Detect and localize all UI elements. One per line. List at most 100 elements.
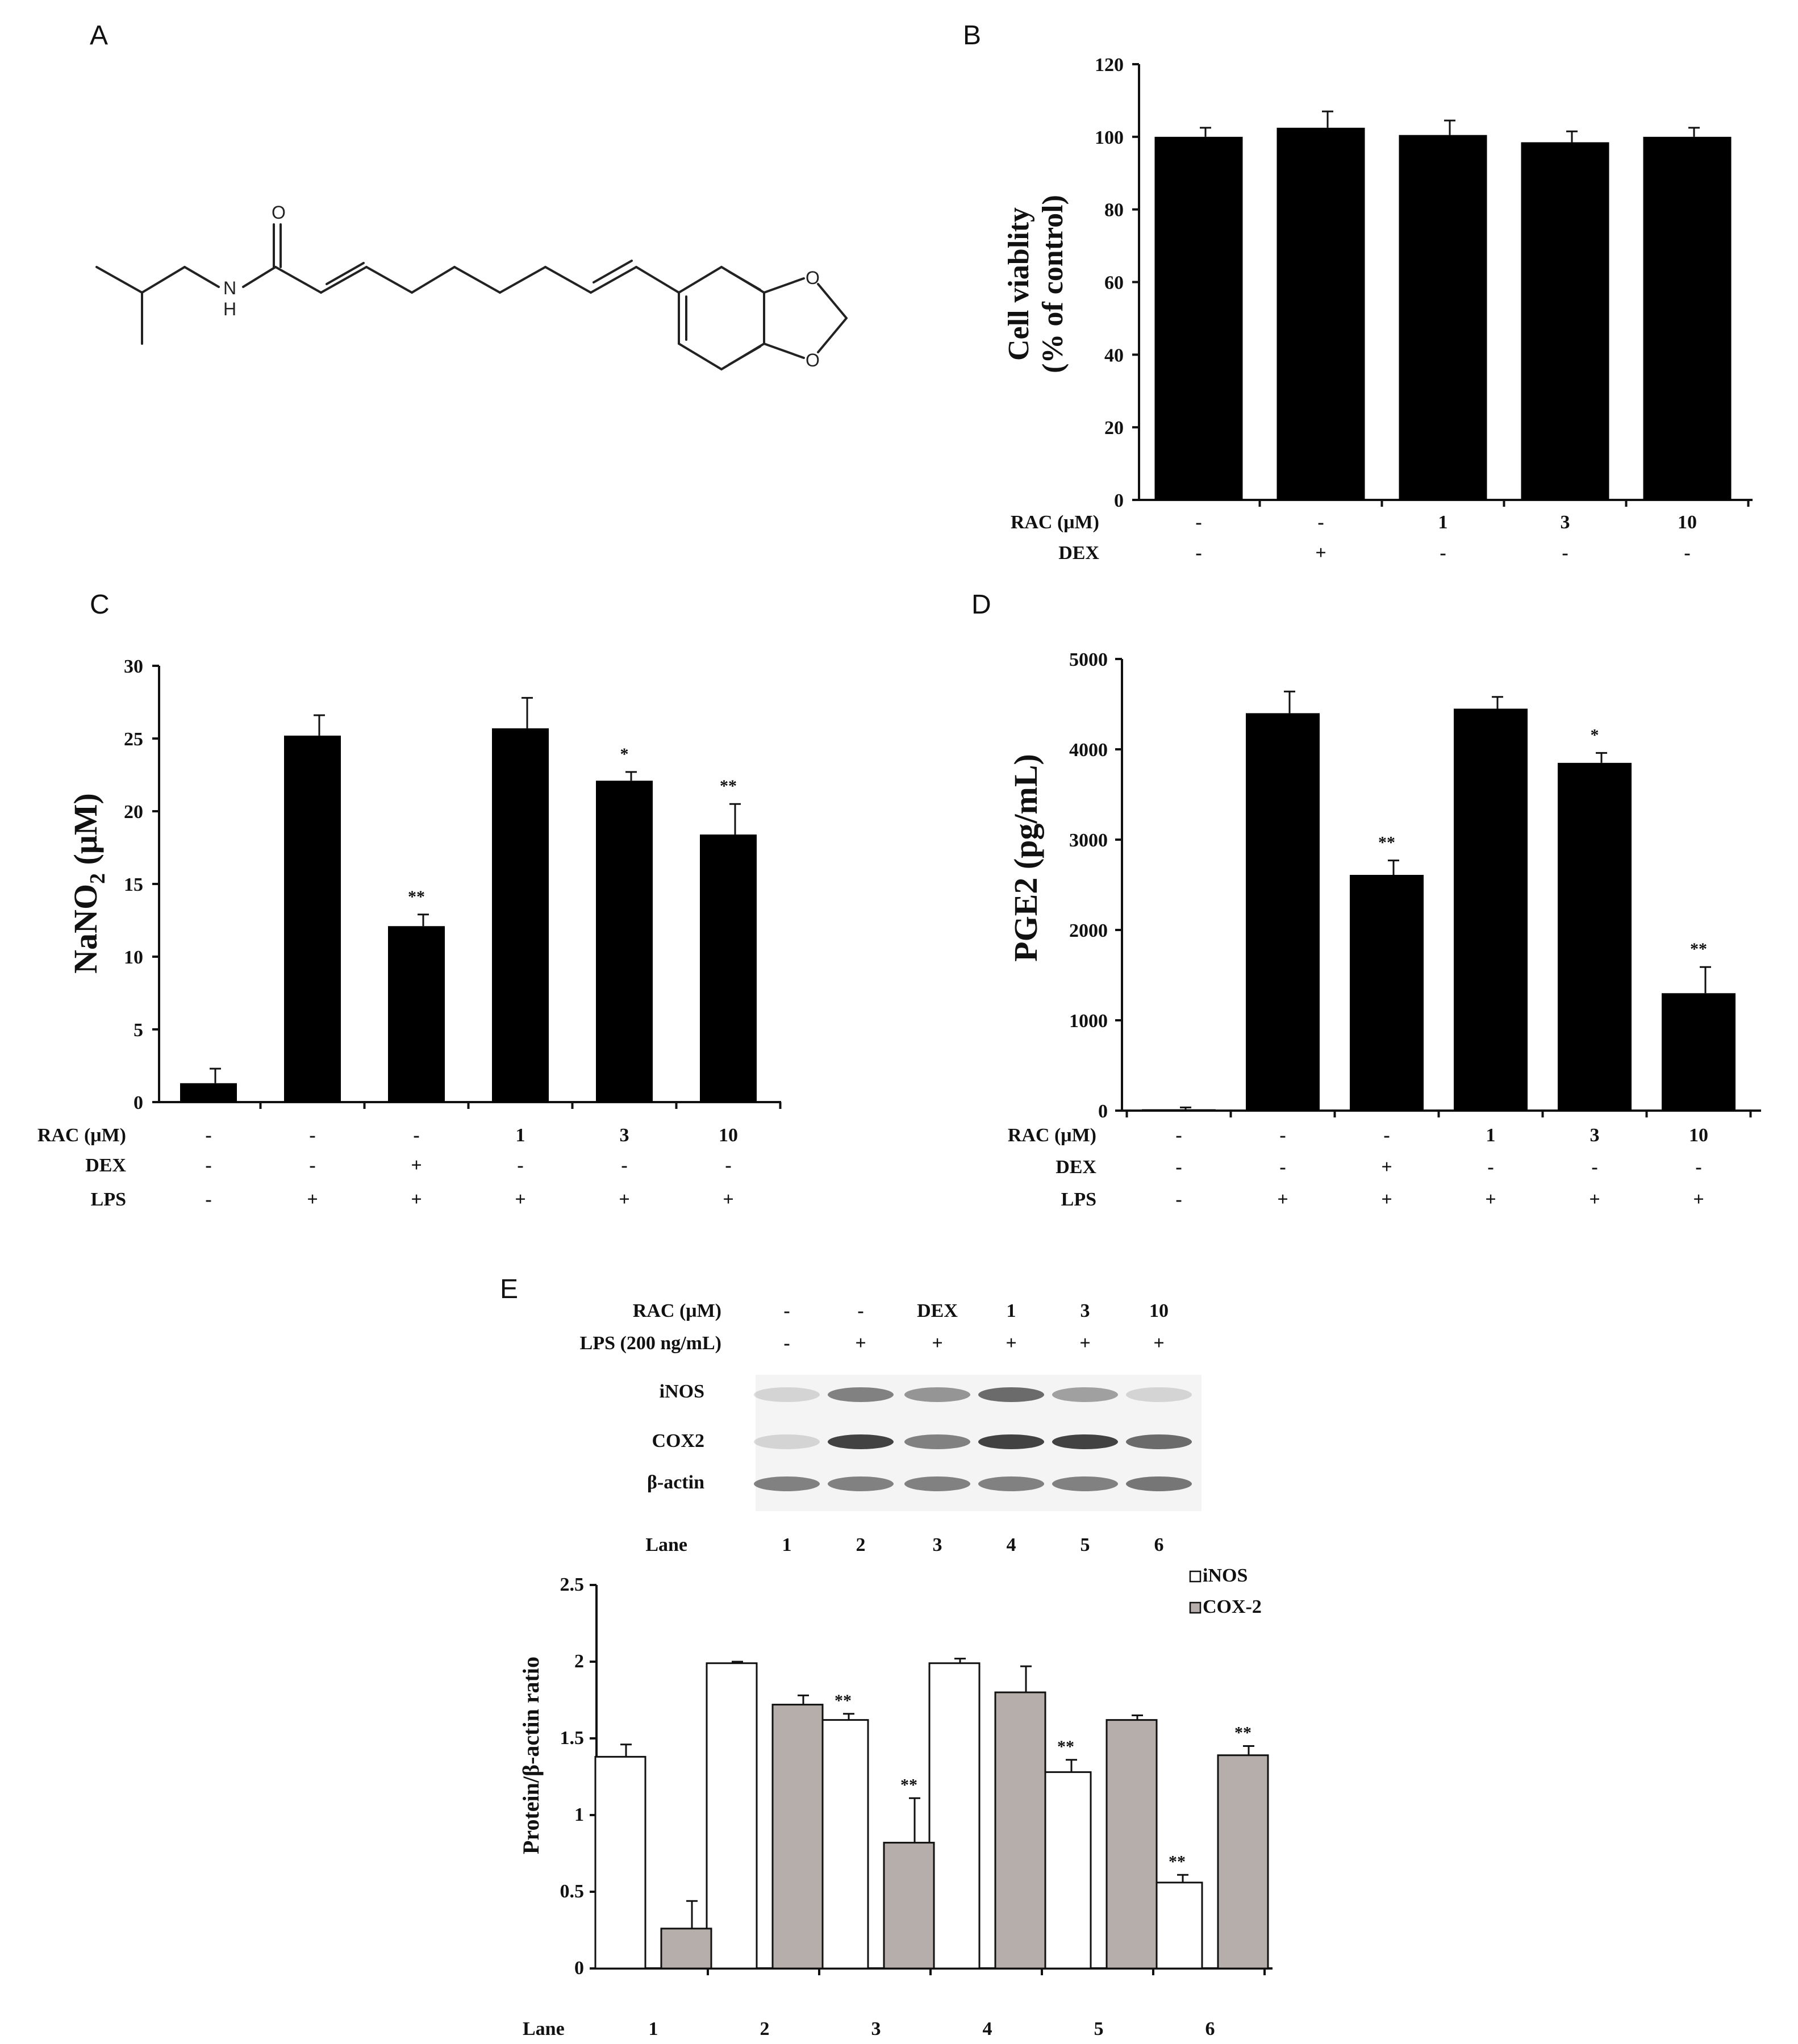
atom-nitrogen: N — [223, 278, 236, 298]
chart-d-ytick-label: 5000 — [1069, 649, 1108, 670]
chart-b-ytick-label: 120 — [1095, 55, 1124, 76]
chart-c-bar — [388, 926, 445, 1102]
chart-d-condition-value: + — [1381, 1189, 1392, 1210]
chart-d: PGE2 (pg/mL) 010002000300040005000*****R… — [1007, 649, 1761, 1210]
blot-rac-value: - — [857, 1300, 863, 1321]
chart-c-ytick-label: 25 — [124, 729, 143, 750]
chart-b-condition-value: - — [1440, 543, 1446, 564]
chart-d-condition-value: - — [1591, 1157, 1597, 1178]
chart-e-xtick-label: 2 — [760, 2018, 770, 2039]
chart-e-bar-cox-2 — [994, 1691, 1046, 1970]
chart-d-condition-value: + — [1693, 1189, 1704, 1210]
chart-c-condition-value: + — [515, 1189, 525, 1210]
chart-b-condition-value: - — [1195, 512, 1202, 533]
chart-e-significance: ** — [900, 1775, 917, 1794]
chart-b-condition-value: - — [1317, 512, 1324, 533]
chart-e-bar-cox-2 — [1106, 1719, 1158, 1970]
chart-e-significance: ** — [835, 1691, 852, 1710]
blot-rac-value: 10 — [1149, 1300, 1169, 1321]
western-blot: RAC (μM) LPS (200 ng/mL) iNOS COX2 β-act… — [580, 1300, 1202, 1555]
chart-e-xtick-label: 4 — [983, 2018, 992, 2039]
chart-d-condition-value: - — [1383, 1125, 1390, 1146]
chart-b-ytick-label: 60 — [1104, 273, 1124, 294]
chart-e-xtick-label: 5 — [1094, 2018, 1104, 2039]
blot-rac-value: DEX — [917, 1300, 958, 1321]
blot-lane-number: 1 — [782, 1534, 792, 1555]
chart-e-ytick-label: 0.5 — [560, 1881, 585, 1902]
chart-c-condition-value: 3 — [620, 1125, 629, 1146]
chart-c-condition-value: 1 — [516, 1125, 525, 1146]
chart-e-xtick-label: 1 — [649, 2018, 658, 2039]
chart-c-condition-label: RAC (μM) — [37, 1125, 126, 1146]
chart-b-condition-value: - — [1684, 543, 1690, 564]
chart-c-bar — [284, 735, 341, 1102]
chart-d-bar — [1142, 1109, 1216, 1111]
chart-c-condition-value: - — [309, 1125, 315, 1146]
panel-label-a: A — [90, 20, 108, 51]
blot-band — [754, 1476, 820, 1491]
panel-label-d: D — [971, 590, 991, 620]
blot-bands — [754, 1387, 1192, 1491]
chart-c-ytick-label: 30 — [124, 656, 143, 677]
blot-lps-value: + — [1006, 1333, 1016, 1354]
chart-c-condition-value: - — [725, 1155, 731, 1176]
chart-d-ytick-label: 3000 — [1069, 830, 1108, 851]
blot-band-label-inos: iNOS — [660, 1381, 704, 1402]
chart-b-condition-value: - — [1562, 543, 1568, 564]
blot-lps-value: + — [1153, 1333, 1164, 1354]
chart-c-bar — [596, 781, 653, 1102]
chart-b-bar — [1276, 127, 1365, 500]
chart-c-ytick-label: 5 — [134, 1020, 143, 1041]
chart-e-bar-cox-2 — [1217, 1754, 1269, 1970]
chart-b-bar — [1154, 136, 1243, 500]
chart-c-significance: ** — [720, 777, 737, 795]
chart-c-condition-value: 10 — [719, 1125, 738, 1146]
chart-d-condition-label: LPS — [1061, 1189, 1096, 1210]
chart-e-ytick-label: 0 — [574, 1958, 584, 1979]
chart-e-legend-label: COX-2 — [1203, 1596, 1262, 1617]
chart-c-condition-value: - — [621, 1155, 627, 1176]
chart-e-bar-inos — [1040, 1771, 1092, 1970]
chart-d-condition-value: 10 — [1689, 1125, 1708, 1146]
blot-band — [828, 1434, 894, 1449]
chart-c-ytick-label: 15 — [124, 874, 143, 895]
chart-b-condition-value: 3 — [1561, 512, 1570, 533]
chart-b-bar — [1399, 135, 1487, 500]
chart-b-condition-value: + — [1315, 543, 1326, 564]
chart-b: Cell viablity (% of control) 0 20 40 60 80 10… — [1003, 55, 1753, 564]
chart-d-condition-value: - — [1175, 1157, 1182, 1178]
chart-b-ylabel-line1: Cell viablity — [1003, 207, 1035, 361]
atom-hydrogen: H — [223, 299, 236, 319]
chart-c-condition-value: - — [205, 1155, 211, 1176]
blot-rac-value: 3 — [1081, 1300, 1090, 1321]
blot-band — [1052, 1434, 1118, 1449]
chart-d-condition-value: - — [1279, 1157, 1286, 1178]
chart-d-bar — [1662, 993, 1736, 1111]
chart-d-significance: * — [1591, 725, 1599, 744]
chart-d-bar — [1558, 762, 1632, 1111]
chart-c-condition-value: - — [309, 1155, 315, 1176]
chart-d-condition-value: - — [1175, 1189, 1182, 1210]
blot-band — [754, 1387, 820, 1402]
chart-b-condition-value: - — [1195, 543, 1202, 564]
chart-b-ytick-label: 0 — [1114, 490, 1124, 511]
blot-lane-number: 3 — [933, 1534, 942, 1555]
chart-e-bar-inos — [706, 1662, 758, 1970]
chart-d-condition-value: - — [1695, 1157, 1701, 1178]
chart-d-significance: ** — [1690, 940, 1707, 958]
blot-lps-value: - — [783, 1333, 790, 1354]
panel-label-c: C — [90, 590, 110, 620]
blot-band — [978, 1434, 1044, 1449]
chart-d-significance: ** — [1378, 833, 1395, 852]
chart-b-bar — [1521, 142, 1609, 500]
chart-e-xtick-label: 6 — [1205, 2018, 1215, 2039]
blot-band — [904, 1434, 970, 1449]
chart-c-condition-value: - — [205, 1189, 211, 1210]
chart-b-condition-value: 10 — [1678, 512, 1697, 533]
chart-d-condition-label: DEX — [1056, 1157, 1096, 1178]
blot-rac-label: RAC (μM) — [633, 1300, 721, 1321]
chart-d-ytick-label: 0 — [1098, 1101, 1108, 1122]
chart-d-bar — [1246, 713, 1320, 1111]
chart-b-ytick-label: 20 — [1104, 418, 1124, 439]
chart-d-condition-value: + — [1589, 1189, 1600, 1210]
